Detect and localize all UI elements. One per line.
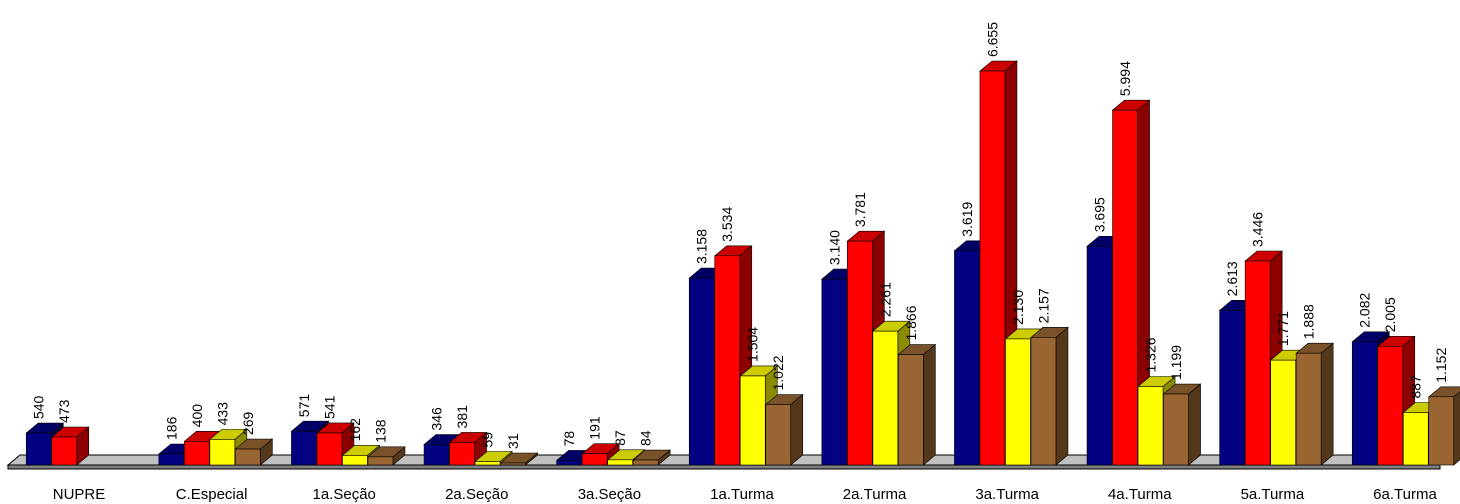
chart-value-labels: 540 473 186 400 433 269 571 541 162 138 346 381 59 31…: [31, 22, 1450, 449]
value-label: 540: [31, 395, 47, 419]
bar: [316, 422, 355, 466]
value-label: 473: [56, 399, 72, 423]
bar: [499, 452, 539, 466]
value-label: 3.158: [694, 229, 710, 264]
category-label: 3a.Seção: [578, 486, 641, 503]
value-label: 433: [214, 402, 230, 426]
value-label: 269: [240, 412, 256, 436]
bar: [1427, 386, 1460, 466]
value-label: 87: [612, 430, 628, 446]
bar: [764, 393, 804, 466]
value-label: 400: [189, 404, 205, 428]
value-label: 1.504: [745, 327, 761, 362]
value-label: 571: [296, 394, 312, 418]
bar: [632, 449, 671, 466]
category-label: 4a.Turma: [1108, 486, 1172, 503]
value-label: 162: [347, 418, 363, 442]
value-label: 186: [163, 416, 179, 440]
value-label: 1.866: [903, 305, 919, 340]
chart-category-labels: NUPRE C.Especial 1a.Seção 2a.Seção 3a.Seção 1…: [53, 486, 1438, 503]
value-label: 3.534: [719, 207, 735, 242]
value-label: 1.152: [1433, 348, 1449, 383]
value-label: 2.613: [1224, 261, 1240, 296]
bar: [50, 426, 90, 466]
category-label: 2a.Turma: [843, 486, 907, 503]
value-label: 1.022: [770, 355, 786, 390]
value-label: 346: [429, 407, 445, 431]
value-label: 78: [561, 431, 577, 447]
value-label: 2.157: [1035, 288, 1051, 323]
value-label: 59: [480, 432, 496, 448]
bar: [448, 431, 488, 466]
category-label: 6a.Turma: [1373, 486, 1437, 503]
category-label: 5a.Turma: [1241, 486, 1305, 503]
value-label: 1.888: [1301, 304, 1317, 339]
category-label: 1a.Turma: [710, 486, 774, 503]
bar: [367, 446, 406, 466]
bar: [1111, 99, 1151, 466]
value-label: 31: [505, 433, 521, 449]
category-label: NUPRE: [53, 486, 106, 503]
category-label: 3a.Turma: [975, 486, 1039, 503]
value-label: 2.130: [1010, 290, 1026, 325]
value-label: 3.695: [1092, 197, 1108, 232]
value-label: 191: [587, 416, 603, 440]
bar: [1162, 383, 1202, 466]
value-label: 381: [454, 405, 470, 429]
value-label: 2.005: [1382, 297, 1398, 332]
value-label: 2.261: [877, 282, 893, 317]
value-label: 1.771: [1275, 311, 1291, 346]
value-label: 2.082: [1357, 292, 1373, 327]
category-label: 2a.Seção: [445, 486, 508, 503]
category-label: 1a.Seção: [313, 486, 376, 503]
value-label: 3.619: [959, 202, 975, 237]
value-label: 3.781: [852, 192, 868, 227]
value-label: 3.140: [826, 230, 842, 265]
value-label: 84: [638, 430, 654, 446]
bar: [897, 343, 937, 466]
value-label: 3.446: [1250, 212, 1266, 247]
value-label: 6.655: [984, 22, 1000, 57]
value-label: 1.326: [1143, 337, 1159, 372]
value-label: 5.994: [1117, 61, 1133, 96]
bar: [1030, 326, 1069, 466]
value-label: 541: [321, 395, 337, 419]
chart-bars: [25, 60, 1460, 466]
value-label: 1.199: [1168, 345, 1184, 380]
bar: [209, 428, 248, 466]
category-label: C.Especial: [176, 486, 248, 503]
bar: [234, 438, 274, 466]
value-label: 887: [1408, 375, 1424, 399]
floor-front: [7, 464, 1441, 470]
value-label: 138: [372, 419, 388, 443]
bar: [1295, 342, 1334, 466]
